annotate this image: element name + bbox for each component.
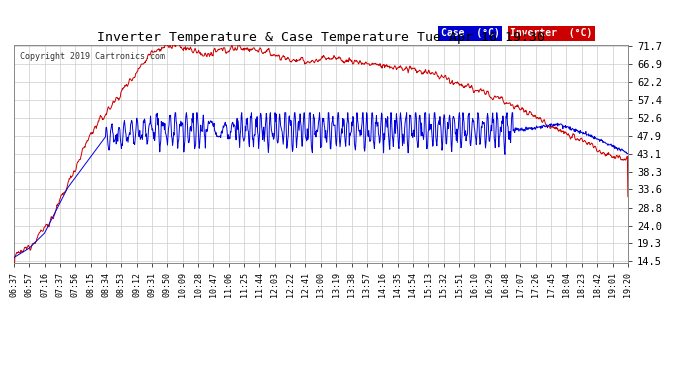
Title: Inverter Temperature & Case Temperature Tue Apr 16 19:30: Inverter Temperature & Case Temperature … (97, 31, 545, 44)
Text: Copyright 2019 Cartronics.com: Copyright 2019 Cartronics.com (20, 51, 165, 60)
Text: Inverter  (°C): Inverter (°C) (510, 28, 592, 38)
Text: Case  (°C): Case (°C) (441, 28, 500, 38)
